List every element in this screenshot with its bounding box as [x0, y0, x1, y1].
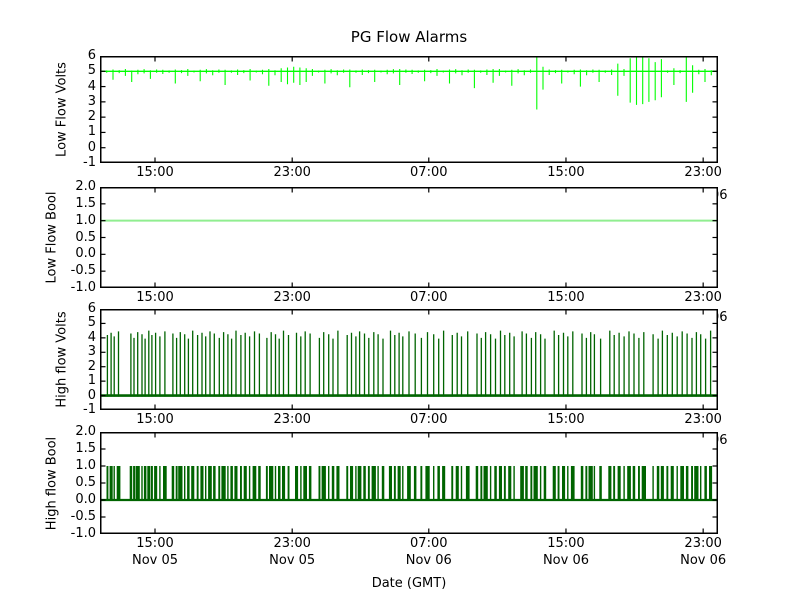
- x-date-label: Nov 05: [131, 553, 179, 568]
- axes-high-flow-volts: [100, 309, 718, 410]
- y-tick-label: 3: [87, 344, 96, 360]
- axes-frame: [100, 432, 718, 534]
- y-tick-label: 2.0: [75, 424, 96, 439]
- x-tick-label: 23:00: [684, 165, 722, 180]
- tick-marks: [101, 187, 717, 288]
- x-tick-label: 15:00: [547, 536, 585, 551]
- axes-low-flow-bool: [100, 187, 718, 288]
- x-date-label: Nov 06: [542, 553, 589, 568]
- y-tick-label: -1: [83, 155, 96, 170]
- y-tick-label: 6: [87, 48, 96, 63]
- y-tick-label: 1.0: [75, 212, 96, 228]
- y-tick-label: 1.5: [75, 195, 96, 211]
- y-tick-label: 2: [87, 109, 96, 125]
- x-date-label: Nov 06: [680, 553, 727, 568]
- series-low-flow-volts: [100, 57, 718, 110]
- x-axis-label: Date (GMT): [371, 576, 447, 591]
- y-tick-label: 1: [87, 124, 96, 140]
- y-tick-label: 5: [87, 63, 96, 79]
- y-tick-label: -1.0: [70, 280, 96, 295]
- tick-marks: [101, 432, 717, 534]
- axes-frame: [100, 309, 718, 410]
- series-high-flow-volts: [106, 330, 712, 397]
- y-tick-label: 0.5: [75, 229, 96, 245]
- y-tick-label: 0: [87, 139, 96, 155]
- x-tick-label: 23:00: [273, 536, 311, 551]
- axis-corner-overflow-text: 06: [718, 188, 728, 203]
- y-tick-label: 0: [87, 387, 96, 403]
- tick-marks: [101, 56, 717, 163]
- axes-low-flow-volts: [100, 56, 718, 163]
- x-tick-label: 15:00: [547, 412, 585, 427]
- y-tick-label: 0.0: [75, 246, 96, 262]
- y-tick-label: 1.5: [75, 441, 96, 456]
- y-tick-label: -1.0: [70, 526, 96, 541]
- y-tick-label: 2.0: [75, 179, 96, 194]
- x-date-label: Nov 06: [405, 553, 452, 568]
- axes-frame: [100, 56, 718, 163]
- x-tick-label: 07:00: [410, 165, 448, 180]
- axis-corner-overflow-text: 06: [718, 310, 728, 325]
- y-tick-label: 0.0: [75, 492, 96, 507]
- x-tick-label: 07:00: [410, 536, 448, 551]
- series-high-flow-bool: [106, 466, 713, 500]
- tick-marks: [101, 309, 717, 410]
- x-date-label: Nov 05: [269, 553, 316, 568]
- y-tick-label: 1: [87, 373, 96, 389]
- y-tick-label: 5: [87, 315, 96, 331]
- y-tick-label: 0.5: [75, 475, 96, 490]
- x-tick-label: 07:00: [410, 412, 448, 427]
- x-tick-label: 23:00: [684, 290, 722, 305]
- y-tick-label: 4: [87, 329, 96, 345]
- x-tick-label: 23:00: [684, 412, 722, 427]
- x-tick-label: 23:00: [273, 290, 311, 305]
- y-tick-label: 4: [87, 78, 96, 94]
- y-tick-label: 6: [87, 301, 96, 316]
- x-tick-label: 15:00: [136, 165, 174, 180]
- axis-corner-overflow-text: 06: [718, 433, 728, 448]
- y-tick-label: -1: [83, 402, 96, 417]
- y-tick-label: -0.5: [70, 509, 96, 524]
- axis-corner-overflow-label: 06: [718, 188, 738, 204]
- x-tick-label: 23:00: [684, 536, 722, 551]
- y-tick-label: 3: [87, 93, 96, 109]
- y-tick-label: 1.0: [75, 458, 96, 473]
- x-tick-label: 23:00: [273, 165, 311, 180]
- axis-corner-overflow-label: 06: [718, 310, 738, 326]
- x-tick-label: 15:00: [136, 536, 174, 551]
- x-tick-label: 15:00: [547, 290, 585, 305]
- y-tick-label: -0.5: [70, 263, 96, 279]
- x-tick-label: 07:00: [410, 290, 448, 305]
- axis-corner-overflow-label: 06: [718, 433, 738, 449]
- axes-frame: [100, 187, 718, 288]
- x-tick-label: 15:00: [136, 412, 174, 427]
- x-tick-label: 23:00: [273, 412, 311, 427]
- axes-high-flow-bool: [100, 432, 718, 534]
- x-tick-label: 15:00: [547, 165, 585, 180]
- y-tick-label: 2: [87, 358, 96, 374]
- chart-title: PG Flow Alarms: [350, 28, 468, 46]
- x-tick-label: 15:00: [136, 290, 174, 305]
